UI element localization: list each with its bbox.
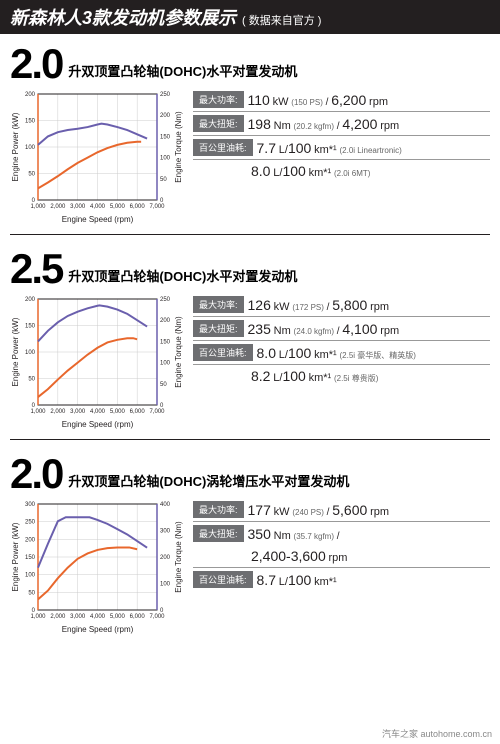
svg-text:100: 100 [160, 361, 171, 367]
engine-chart: 1,0002,0003,0004,0005,0006,0007,00005010… [10, 293, 185, 433]
header-sub: ( 数据来自官方 ) [242, 12, 321, 28]
engine-displacement: 2.5 [10, 245, 62, 293]
svg-text:Engine Speed (rpm): Engine Speed (rpm) [62, 420, 134, 429]
svg-text:Engine Power (kW): Engine Power (kW) [11, 112, 20, 181]
torque-curve [38, 517, 147, 567]
header-title: 新森林人3款发动机参数展示 [10, 4, 236, 30]
engine-section: 2.0 升双顶置凸轮轴(DOHC)水平对置发动机 1,000 2,000 3,000… [0, 34, 500, 230]
svg-text:50: 50 [28, 377, 35, 383]
torque-curve [38, 305, 147, 341]
engine-section: 2.0 升双顶置凸轮轴(DOHC)涡轮增压水平对置发动机 1,000 2,000 3… [0, 444, 500, 640]
engine-section: 2.5 升双顶置凸轮轴(DOHC)水平对置发动机 1,000 2,000 3,000… [0, 239, 500, 435]
svg-text:4,000: 4,000 [90, 204, 106, 210]
svg-text:Engine Power (kW): Engine Power (kW) [11, 522, 20, 591]
spec-table: 最大功率:110 kW (150 PS) / 6,200 rpm 最大扭矩:19… [193, 88, 490, 228]
power-curve [38, 338, 137, 397]
svg-text:3,000: 3,000 [70, 614, 86, 620]
svg-text:50: 50 [28, 590, 35, 596]
svg-text:150: 150 [25, 324, 36, 330]
footer-credit: 汽车之家 autohome.com.cn [382, 727, 492, 740]
svg-text:300: 300 [160, 529, 171, 535]
svg-text:250: 250 [25, 520, 36, 526]
svg-text:150: 150 [160, 339, 171, 345]
svg-text:6,000: 6,000 [130, 409, 146, 415]
svg-text:100: 100 [160, 582, 171, 588]
torque-tag: 最大扭矩: [193, 115, 244, 132]
svg-text:2,000: 2,000 [50, 204, 66, 210]
power-tag: 最大功率: [193, 501, 244, 518]
spec-table: 最大功率:177 kW (240 PS) / 5,600 rpm 最大扭矩:35… [193, 498, 490, 638]
svg-text:5,000: 5,000 [110, 614, 126, 620]
svg-text:100: 100 [160, 156, 171, 162]
svg-text:250: 250 [160, 92, 171, 98]
engine-displacement: 2.0 [10, 40, 62, 88]
svg-text:400: 400 [160, 502, 171, 508]
engine-chart: 1,0002,0003,0004,0005,0006,0007,00005010… [10, 88, 185, 228]
engine-chart: 1,0002,0003,0004,0005,0006,0007,00005010… [10, 498, 185, 638]
svg-text:150: 150 [160, 134, 171, 140]
svg-text:Engine Torque (Nm): Engine Torque (Nm) [174, 521, 183, 593]
svg-text:Engine Torque (Nm): Engine Torque (Nm) [174, 111, 183, 183]
svg-text:1,000: 1,000 [30, 409, 46, 415]
engine-displacement: 2.0 [10, 450, 62, 498]
svg-text:100: 100 [25, 145, 36, 151]
svg-text:5,000: 5,000 [110, 409, 126, 415]
section-divider [10, 439, 490, 440]
svg-text:Engine Speed (rpm): Engine Speed (rpm) [62, 215, 134, 224]
svg-text:3,000: 3,000 [70, 204, 86, 210]
svg-text:7,000: 7,000 [149, 614, 165, 620]
page-header: 新森林人3款发动机参数展示 ( 数据来自官方 ) [0, 0, 500, 34]
svg-text:7,000: 7,000 [149, 204, 165, 210]
engine-name: 升双顶置凸轮轴(DOHC)水平对置发动机 [68, 61, 297, 88]
svg-text:4,000: 4,000 [90, 409, 106, 415]
svg-text:Engine Power (kW): Engine Power (kW) [11, 317, 20, 386]
svg-text:6,000: 6,000 [130, 614, 146, 620]
svg-text:6,000: 6,000 [130, 204, 146, 210]
torque-tag: 最大扭矩: [193, 320, 244, 337]
svg-text:4,000: 4,000 [90, 614, 106, 620]
power-curve [38, 547, 137, 599]
torque-tag: 最大扭矩: [193, 525, 244, 542]
power-tag: 最大功率: [193, 91, 244, 108]
svg-text:50: 50 [160, 177, 167, 183]
svg-text:200: 200 [25, 537, 36, 543]
svg-text:50: 50 [160, 382, 167, 388]
svg-text:1,000: 1,000 [30, 614, 46, 620]
svg-text:2,000: 2,000 [50, 409, 66, 415]
svg-text:200: 200 [160, 555, 171, 561]
section-divider [10, 234, 490, 235]
svg-text:2,000: 2,000 [50, 614, 66, 620]
svg-text:200: 200 [25, 297, 36, 303]
svg-text:300: 300 [25, 502, 36, 508]
svg-text:200: 200 [160, 318, 171, 324]
fuel-tag: 百公里油耗: [193, 139, 253, 156]
spec-table: 最大功率:126 kW (172 PS) / 5,800 rpm 最大扭矩:23… [193, 293, 490, 433]
engine-name: 升双顶置凸轮轴(DOHC)水平对置发动机 [68, 266, 297, 293]
svg-text:100: 100 [25, 573, 36, 579]
svg-text:50: 50 [28, 172, 35, 178]
svg-text:250: 250 [160, 297, 171, 303]
power-tag: 最大功率: [193, 296, 244, 313]
svg-text:1,000: 1,000 [30, 204, 46, 210]
power-curve [38, 142, 141, 189]
svg-text:200: 200 [160, 113, 171, 119]
svg-text:150: 150 [25, 119, 36, 125]
svg-text:Engine Speed (rpm): Engine Speed (rpm) [62, 625, 134, 634]
svg-text:200: 200 [25, 92, 36, 98]
svg-text:3,000: 3,000 [70, 409, 86, 415]
svg-text:5,000: 5,000 [110, 204, 126, 210]
svg-text:100: 100 [25, 350, 36, 356]
fuel-tag: 百公里油耗: [193, 571, 253, 588]
svg-text:7,000: 7,000 [149, 409, 165, 415]
engine-name: 升双顶置凸轮轴(DOHC)涡轮增压水平对置发动机 [68, 471, 349, 498]
svg-text:150: 150 [25, 555, 36, 561]
svg-text:Engine Torque (Nm): Engine Torque (Nm) [174, 316, 183, 388]
fuel-tag: 百公里油耗: [193, 344, 253, 361]
